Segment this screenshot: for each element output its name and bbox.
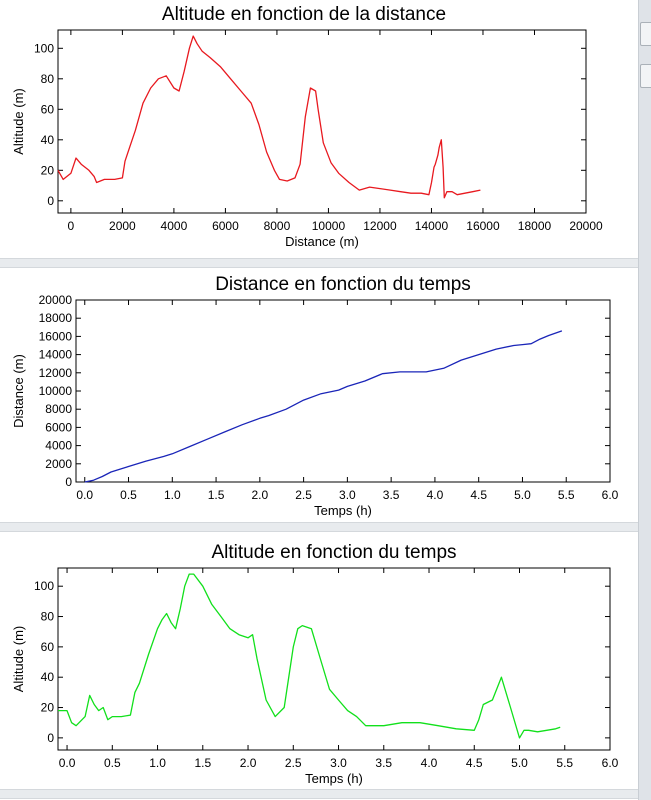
y-tick-label: 20000: [39, 293, 73, 307]
x-tick-label: 1.0: [149, 756, 166, 770]
y-tick-label: 14000: [39, 348, 73, 362]
y-tick-label: 8000: [45, 402, 72, 416]
y-tick-label: 40: [41, 133, 55, 147]
x-tick-label: 1.5: [194, 756, 211, 770]
y-tick-label: 6000: [45, 420, 72, 434]
x-tick-label: 5.0: [514, 488, 531, 502]
x-tick-label: 14000: [415, 219, 449, 233]
x-tick-label: 10000: [312, 219, 346, 233]
plot-frame: [57, 567, 611, 751]
x-tick-label: 4.0: [421, 756, 438, 770]
x-tick-label: 16000: [466, 219, 500, 233]
x-tick-label: 12000: [363, 219, 397, 233]
x-tick-label: 2.5: [285, 756, 302, 770]
x-tick-label: 0.0: [59, 756, 76, 770]
y-axis-label: Altitude (m): [11, 626, 26, 692]
toolbar-button[interactable]: [640, 22, 651, 46]
y-axis-label: Distance (m): [11, 354, 26, 428]
series-line: [84, 330, 563, 483]
y-tick-label: 10000: [39, 384, 73, 398]
y-tick-label: 0: [47, 194, 54, 208]
x-tick-label: 3.5: [375, 756, 392, 770]
x-tick-label: 4.5: [470, 488, 487, 502]
panel-separator: [0, 258, 651, 268]
x-tick-label: 6.0: [602, 756, 619, 770]
x-axis-label: Temps (h): [305, 771, 363, 786]
y-tick-label: 12000: [39, 366, 73, 380]
plot-frame: [75, 299, 611, 483]
x-tick-label: 2000: [109, 219, 136, 233]
y-tick-label: 4000: [45, 439, 72, 453]
y-tick-label: 0: [47, 731, 54, 745]
x-tick-label: 20000: [569, 219, 603, 233]
x-axis-label: Distance (m): [285, 234, 359, 249]
x-tick-label: 18000: [518, 219, 552, 233]
x-tick-label: 0: [68, 219, 75, 233]
right-toolbar: [638, 0, 651, 800]
y-tick-label: 16000: [39, 329, 73, 343]
panel-separator: [0, 789, 651, 799]
x-tick-label: 2.5: [295, 488, 312, 502]
x-tick-label: 3.5: [383, 488, 400, 502]
plot-frame: [57, 29, 587, 214]
y-tick-label: 80: [41, 72, 55, 86]
y-tick-label: 18000: [39, 311, 73, 325]
x-tick-label: 5.5: [556, 756, 573, 770]
x-tick-label: 2.0: [251, 488, 268, 502]
x-tick-label: 0.5: [104, 756, 121, 770]
x-tick-label: 0.5: [120, 488, 137, 502]
x-tick-label: 5.0: [511, 756, 528, 770]
y-tick-label: 0: [65, 475, 72, 489]
chart-title: Distance en fonction du temps: [215, 274, 471, 295]
y-tick-label: 80: [41, 610, 55, 624]
series-line: [57, 35, 481, 199]
y-tick-label: 100: [34, 579, 54, 593]
y-axis-label: Altitude (m): [11, 88, 26, 154]
x-tick-label: 4.0: [427, 488, 444, 502]
x-tick-label: 6.0: [602, 488, 619, 502]
y-tick-label: 20: [41, 163, 55, 177]
x-tick-label: 2.0: [240, 756, 257, 770]
y-tick-label: 60: [41, 102, 55, 116]
y-tick-label: 40: [41, 670, 55, 684]
y-tick-label: 2000: [45, 457, 72, 471]
x-tick-label: 1.0: [164, 488, 181, 502]
x-tick-label: 5.5: [558, 488, 575, 502]
x-tick-label: 8000: [264, 219, 291, 233]
chart-title: Altitude en fonction de la distance: [162, 4, 446, 25]
x-tick-label: 3.0: [339, 488, 356, 502]
chart-title: Altitude en fonction du temps: [211, 542, 456, 563]
x-tick-label: 3.0: [330, 756, 347, 770]
x-tick-label: 4000: [161, 219, 188, 233]
panel-separator: [0, 522, 651, 532]
x-tick-label: 6000: [212, 219, 239, 233]
x-tick-label: 4.5: [466, 756, 483, 770]
x-tick-label: 0.0: [76, 488, 93, 502]
x-tick-label: 1.5: [208, 488, 225, 502]
y-tick-label: 100: [34, 41, 54, 55]
y-tick-label: 60: [41, 640, 55, 654]
x-axis-label: Temps (h): [314, 503, 372, 518]
series-line: [58, 573, 561, 739]
toolbar-button[interactable]: [640, 64, 651, 88]
y-tick-label: 20: [41, 701, 55, 715]
